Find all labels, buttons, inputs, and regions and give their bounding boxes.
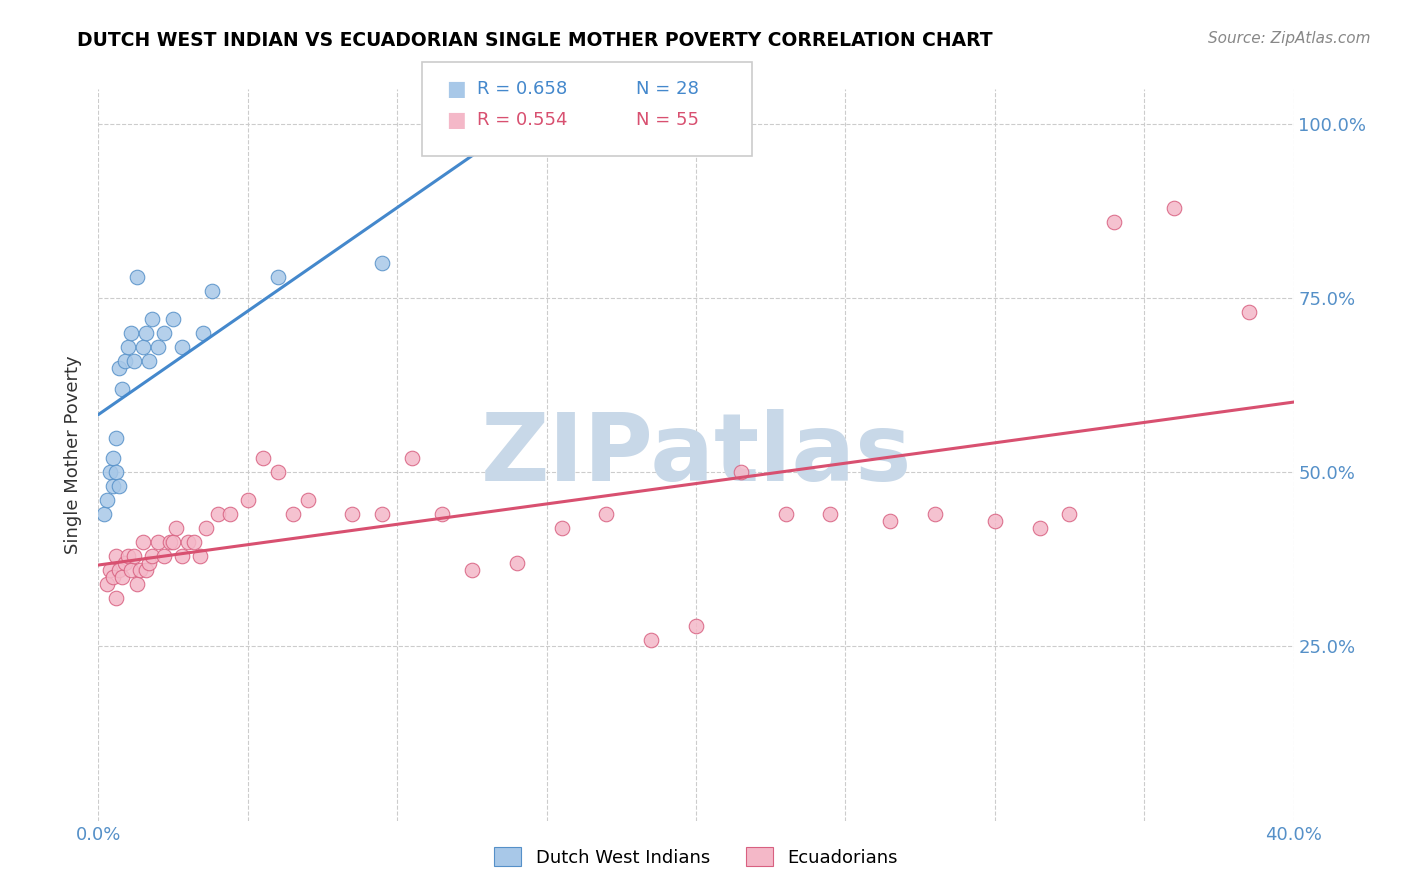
Ecuadorians [108,563,131,577]
Ecuadorians [165,521,187,535]
Ecuadorians [162,535,184,549]
Ecuadorians [188,549,211,563]
Ecuadorians [127,576,149,591]
Dutch West Indians [105,466,128,480]
Dutch West Indians [162,312,184,326]
Ecuadorians [98,563,122,577]
Text: R = 0.554: R = 0.554 [477,112,567,129]
Dutch West Indians [120,326,142,340]
Ecuadorians [640,632,662,647]
Ecuadorians [1237,305,1260,319]
Ecuadorians [117,549,139,563]
Ecuadorians [1163,201,1185,215]
Dutch West Indians [127,270,149,285]
Ecuadorians [550,521,572,535]
Ecuadorians [219,507,242,521]
Ecuadorians [371,507,394,521]
Ecuadorians [1104,214,1126,228]
Dutch West Indians [114,354,136,368]
Dutch West Indians [141,312,163,326]
Dutch West Indians [138,354,160,368]
Text: ZIPatlas: ZIPatlas [481,409,911,501]
Dutch West Indians [148,340,170,354]
Dutch West Indians [132,340,155,354]
Ecuadorians [984,514,1007,528]
Ecuadorians [281,507,304,521]
Ecuadorians [267,466,290,480]
Legend: Dutch West Indians, Ecuadorians: Dutch West Indians, Ecuadorians [486,840,905,874]
Ecuadorians [401,451,423,466]
Ecuadorians [195,521,218,535]
Dutch West Indians [108,360,131,375]
Dutch West Indians [111,382,134,396]
Ecuadorians [141,549,163,563]
Ecuadorians [207,507,229,521]
Dutch West Indians [98,466,122,480]
Ecuadorians [114,556,136,570]
Ecuadorians [138,556,160,570]
Ecuadorians [461,563,484,577]
Ecuadorians [879,514,901,528]
Dutch West Indians [96,493,118,508]
Dutch West Indians [108,479,131,493]
Ecuadorians [105,549,128,563]
Ecuadorians [1059,507,1081,521]
Dutch West Indians [135,326,157,340]
Ecuadorians [595,507,617,521]
Ecuadorians [252,451,274,466]
Ecuadorians [120,563,142,577]
Text: ■: ■ [446,79,465,99]
Ecuadorians [172,549,194,563]
Dutch West Indians [550,117,572,131]
Ecuadorians [775,507,797,521]
Ecuadorians [148,535,170,549]
Dutch West Indians [267,270,290,285]
Dutch West Indians [105,430,128,444]
Ecuadorians [132,535,155,549]
Ecuadorians [129,563,152,577]
Text: N = 28: N = 28 [636,80,699,98]
Ecuadorians [730,466,752,480]
Ecuadorians [236,493,259,508]
Ecuadorians [96,576,118,591]
Text: ■: ■ [446,111,465,130]
Ecuadorians [124,549,146,563]
Ecuadorians [183,535,205,549]
Ecuadorians [342,507,364,521]
Ecuadorians [820,507,842,521]
Y-axis label: Single Mother Poverty: Single Mother Poverty [65,356,83,554]
Dutch West Indians [103,479,125,493]
Ecuadorians [297,493,319,508]
Ecuadorians [105,591,128,605]
Dutch West Indians [191,326,214,340]
Dutch West Indians [153,326,176,340]
Ecuadorians [1028,521,1050,535]
Text: Source: ZipAtlas.com: Source: ZipAtlas.com [1208,31,1371,46]
Dutch West Indians [124,354,146,368]
Dutch West Indians [172,340,194,354]
Ecuadorians [159,535,181,549]
Text: N = 55: N = 55 [636,112,699,129]
Ecuadorians [685,618,707,632]
Dutch West Indians [103,451,125,466]
Text: R = 0.658: R = 0.658 [477,80,567,98]
Ecuadorians [103,570,125,584]
Dutch West Indians [93,507,115,521]
Dutch West Indians [201,284,224,298]
Ecuadorians [153,549,176,563]
Ecuadorians [924,507,946,521]
Ecuadorians [135,563,157,577]
Ecuadorians [111,570,134,584]
Ecuadorians [177,535,200,549]
Ecuadorians [506,556,529,570]
Dutch West Indians [117,340,139,354]
Ecuadorians [430,507,453,521]
Text: DUTCH WEST INDIAN VS ECUADORIAN SINGLE MOTHER POVERTY CORRELATION CHART: DUTCH WEST INDIAN VS ECUADORIAN SINGLE M… [77,31,993,50]
Dutch West Indians [371,256,394,270]
